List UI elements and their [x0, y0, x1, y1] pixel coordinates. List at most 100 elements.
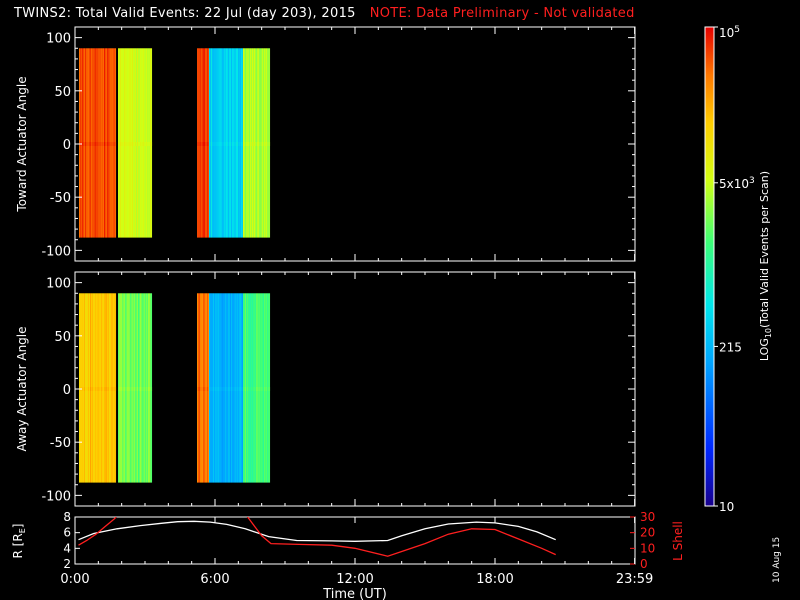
heat-band	[144, 387, 146, 391]
heat-band	[210, 387, 212, 391]
heat-band	[250, 387, 252, 391]
heat-band	[211, 387, 213, 391]
heat-band	[246, 387, 248, 391]
heat-band	[259, 387, 261, 391]
heat-band	[141, 142, 143, 146]
heat-band	[209, 142, 211, 146]
heat-band	[92, 387, 94, 391]
heat-band	[240, 142, 242, 146]
heat-band	[258, 387, 260, 391]
heatmap-away	[79, 293, 271, 483]
heat-band	[238, 142, 240, 146]
heat-band	[202, 387, 204, 391]
heat-band	[228, 142, 230, 146]
heat-band	[240, 387, 242, 391]
heat-band	[257, 387, 259, 391]
colorbar	[704, 26, 715, 507]
heat-band	[144, 142, 146, 146]
r-distance-line	[78, 520, 556, 542]
lshell-axis-label: L Shell	[671, 521, 685, 561]
heat-band	[260, 387, 262, 391]
heat-band	[268, 142, 270, 146]
heat-band	[248, 387, 250, 391]
heat-band	[111, 387, 113, 391]
heat-band	[265, 142, 267, 146]
heat-band	[148, 142, 150, 146]
heat-band	[254, 142, 256, 146]
heat-band	[201, 387, 203, 391]
y-tick-label: 50	[54, 330, 71, 345]
heat-band	[105, 387, 107, 391]
heat-band	[146, 142, 148, 146]
heat-band	[90, 387, 92, 391]
heat-band	[95, 142, 97, 146]
heat-band	[99, 387, 101, 391]
heat-band	[198, 142, 200, 146]
x-tick-label: 6:00	[200, 572, 229, 587]
heat-band	[114, 142, 116, 146]
heat-band	[143, 142, 145, 146]
heat-band	[232, 142, 234, 146]
heat-band	[132, 142, 134, 146]
heat-band	[205, 142, 207, 146]
heat-band	[138, 142, 140, 146]
heat-band	[204, 142, 206, 146]
heat-band	[199, 142, 201, 146]
heat-band	[200, 142, 202, 146]
heat-band	[139, 387, 141, 391]
title-text: TWINS2: Total Valid Events: 22 Jul (day …	[14, 6, 356, 21]
heat-band	[249, 387, 251, 391]
heat-band	[252, 387, 254, 391]
heat-band	[134, 142, 136, 146]
heat-band	[226, 387, 228, 391]
heat-band	[256, 387, 258, 391]
r-tick-label: 4	[63, 541, 71, 555]
heat-band	[124, 142, 126, 146]
x-tick-label: 23:59	[616, 572, 653, 587]
heat-band	[135, 142, 137, 146]
heat-band	[131, 387, 133, 391]
heat-band	[91, 142, 93, 146]
heat-band	[96, 387, 98, 391]
heat-band	[234, 387, 236, 391]
heat-band	[222, 142, 224, 146]
heat-band	[90, 142, 92, 146]
heat-band	[149, 142, 151, 146]
y-tick-label: 100	[46, 32, 71, 47]
heat-band	[235, 142, 237, 146]
heat-band	[82, 387, 84, 391]
heat-band	[136, 142, 138, 146]
heat-band	[207, 387, 209, 391]
heat-band	[101, 142, 103, 146]
heat-band	[231, 387, 233, 391]
heat-band	[218, 387, 220, 391]
heat-band	[83, 387, 85, 391]
heat-band	[137, 387, 139, 391]
heat-band	[98, 387, 100, 391]
heat-band	[204, 387, 206, 391]
heat-band	[256, 142, 258, 146]
heat-band	[108, 142, 110, 146]
heat-band	[263, 142, 265, 146]
heat-band	[82, 142, 84, 146]
heat-band	[212, 142, 214, 146]
heat-band	[264, 142, 266, 146]
heat-band	[105, 142, 107, 146]
heat-band	[233, 387, 235, 391]
heat-band	[89, 387, 91, 391]
heat-band	[120, 387, 122, 391]
heat-band	[219, 142, 221, 146]
heat-band	[247, 142, 249, 146]
heat-band	[266, 387, 268, 391]
heat-band	[258, 142, 260, 146]
heat-band	[205, 387, 207, 391]
heat-band	[246, 142, 248, 146]
x-tick-label: 0:00	[60, 572, 89, 587]
heat-band	[264, 387, 266, 391]
y-tick-label: 0	[63, 383, 71, 398]
heat-band	[236, 142, 238, 146]
heat-band	[253, 142, 255, 146]
heat-band	[140, 387, 142, 391]
heat-band	[227, 387, 229, 391]
heat-band	[219, 387, 221, 391]
